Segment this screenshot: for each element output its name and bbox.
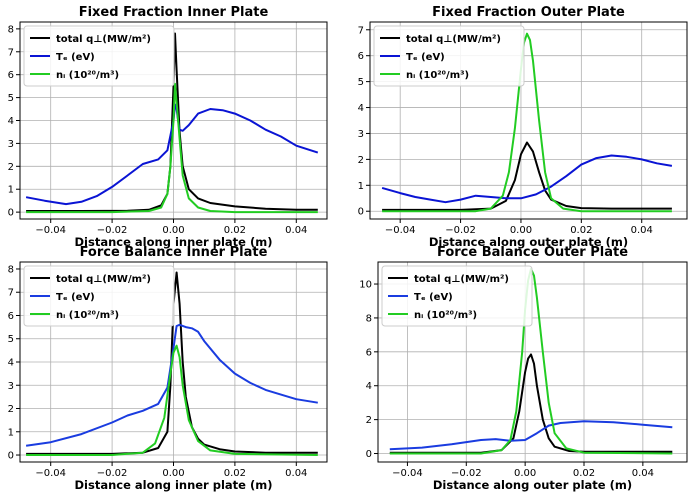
series-line-ni (26, 82, 318, 214)
x-tick-label: 0.02 (224, 468, 246, 479)
x-tick-label: 0.04 (632, 468, 654, 479)
chart-title: Force Balance Outer Plate (437, 245, 628, 260)
x-tick-label: −0.04 (392, 468, 423, 479)
series-line-ni (26, 344, 318, 456)
x-tick-label: 0.04 (285, 468, 307, 479)
x-axis-label: Distance along inner plate (m) (75, 235, 273, 249)
series-line-te (25, 323, 318, 447)
y-tick-label: 5 (8, 93, 14, 104)
legend: total q⊥(MW/m²) Tₑ (eV) nᵢ (10²⁰/m³) (381, 265, 533, 327)
legend-label-total-q: total q⊥(MW/m²) (406, 34, 501, 45)
series-line-total-q (382, 141, 672, 211)
y-tick-label: 8 (8, 264, 14, 275)
chart-title: Force Balance Inner Plate (80, 245, 268, 260)
y-tick-label: 4 (366, 381, 372, 392)
y-tick-label: 7 (8, 47, 14, 58)
y-tick-label: 2 (366, 415, 372, 426)
x-tick-label: −0.04 (35, 225, 66, 236)
x-tick-label: 0.04 (631, 225, 653, 236)
y-tick-label: 7 (8, 288, 14, 299)
y-tick-label: 3 (8, 139, 14, 150)
x-tick-label: 0.02 (573, 468, 595, 479)
x-tick-label: −0.02 (97, 225, 128, 236)
series-line-ni (382, 32, 672, 213)
legend-label-ni: nᵢ (10²⁰/m³) (56, 310, 119, 321)
legend-label-ni: nᵢ (10²⁰/m³) (406, 70, 469, 81)
x-tick-label: 0.00 (162, 468, 184, 479)
y-tick-label: 7 (358, 25, 364, 36)
legend-label-total-q: total q⊥(MW/m²) (56, 34, 151, 45)
legend-label-ni: nᵢ (10²⁰/m³) (56, 70, 119, 81)
plot-frame (369, 21, 688, 220)
legend: total q⊥(MW/m²) Tₑ (eV) nᵢ (10²⁰/m³) (23, 25, 175, 87)
x-tick-label: −0.02 (451, 468, 482, 479)
series-line-te (381, 154, 673, 204)
chart-fixed-fraction-outer: −0.04 −0.02 0.00 0.02 0.04 0 1 2 3 4 5 6 7 Fixed Frac… (358, 5, 688, 249)
y-tick-label: 1 (8, 427, 14, 438)
legend-label-ni: nᵢ (10²⁰/m³) (414, 310, 477, 321)
legend: total q⊥(MW/m²) Tₑ (eV) nᵢ (10²⁰/m³) (23, 265, 175, 327)
x-tick-label: 0.02 (570, 225, 592, 236)
y-tick-label: 0 (366, 449, 372, 460)
x-tick-label: −0.02 (445, 225, 476, 236)
x-tick-label: 0.00 (514, 468, 536, 479)
x-tick-label: 0.02 (224, 225, 246, 236)
legend-box (381, 265, 533, 327)
y-tick-label: 6 (8, 70, 14, 81)
y-tick-label: 1 (8, 185, 14, 196)
x-tick-label: 0.00 (162, 225, 184, 236)
y-tick-label: 3 (8, 381, 14, 392)
y-tick-label: 0 (358, 207, 364, 218)
y-tick-label: 2 (8, 162, 14, 173)
y-tick-label: 8 (366, 313, 372, 324)
legend-label-total-q: total q⊥(MW/m²) (414, 274, 509, 285)
x-axis-label: Distance along inner plate (m) (75, 478, 273, 492)
y-tick-label: 4 (358, 103, 364, 114)
chart-force-balance-inner: −0.04 −0.02 0.00 0.02 0.04 0 1 2 3 4 5 6 7 8 Force Bal… (8, 245, 328, 492)
chart-title: Fixed Fraction Inner Plate (79, 5, 269, 20)
y-tick-label: 2 (8, 404, 14, 415)
series-line-total-q (26, 271, 318, 455)
legend-label-total-q: total q⊥(MW/m²) (56, 274, 151, 285)
legend-box (23, 25, 175, 87)
y-tick-label: 5 (8, 334, 14, 345)
y-tick-label: 6 (8, 311, 14, 322)
legend-label-te: Tₑ (eV) (406, 52, 445, 63)
y-tick-label: 6 (366, 347, 372, 358)
y-tick-label: 10 (359, 280, 372, 291)
legend-label-te: Tₑ (eV) (56, 292, 95, 303)
y-tick-label: 2 (358, 155, 364, 166)
y-tick-label: 0 (8, 451, 14, 462)
plot-frame (377, 261, 688, 463)
legend: total q⊥(MW/m²) Tₑ (eV) nᵢ (10²⁰/m³) (373, 25, 525, 87)
chart-force-balance-outer: −0.04 −0.02 0.00 0.02 0.04 0 2 4 6 8 10 Force Balan… (359, 245, 688, 492)
y-tick-label: 4 (8, 116, 14, 127)
y-tick-label: 4 (8, 358, 14, 369)
x-tick-label: −0.02 (97, 468, 128, 479)
series-line-te (389, 420, 673, 451)
y-tick-label: 6 (358, 51, 364, 62)
x-axis-label: Distance along outer plate (m) (433, 478, 632, 492)
y-tick-label: 0 (8, 208, 14, 219)
series-line-total-q (26, 32, 318, 212)
series-line-total-q (389, 353, 673, 454)
y-tick-label: 3 (358, 129, 364, 140)
y-tick-label: 1 (358, 181, 364, 192)
legend-label-te: Tₑ (eV) (56, 52, 95, 63)
y-tick-label: 8 (8, 24, 14, 35)
x-tick-label: −0.04 (35, 468, 66, 479)
x-tick-label: 0.04 (285, 225, 307, 236)
chart-title: Fixed Fraction Outer Plate (432, 5, 625, 20)
y-tick-label: 5 (358, 77, 364, 88)
x-axis-label: Distance along outer plate (m) (429, 235, 628, 249)
legend-box (23, 265, 175, 327)
legend-label-te: Tₑ (eV) (414, 292, 453, 303)
chart-fixed-fraction-inner: −0.04 −0.02 0.00 0.02 0.04 0 1 2 3 4 5 6 7 8 Fixed Fra… (8, 5, 328, 249)
legend-box (373, 25, 525, 87)
x-tick-label: −0.04 (385, 225, 416, 236)
x-tick-label: 0.00 (510, 225, 532, 236)
